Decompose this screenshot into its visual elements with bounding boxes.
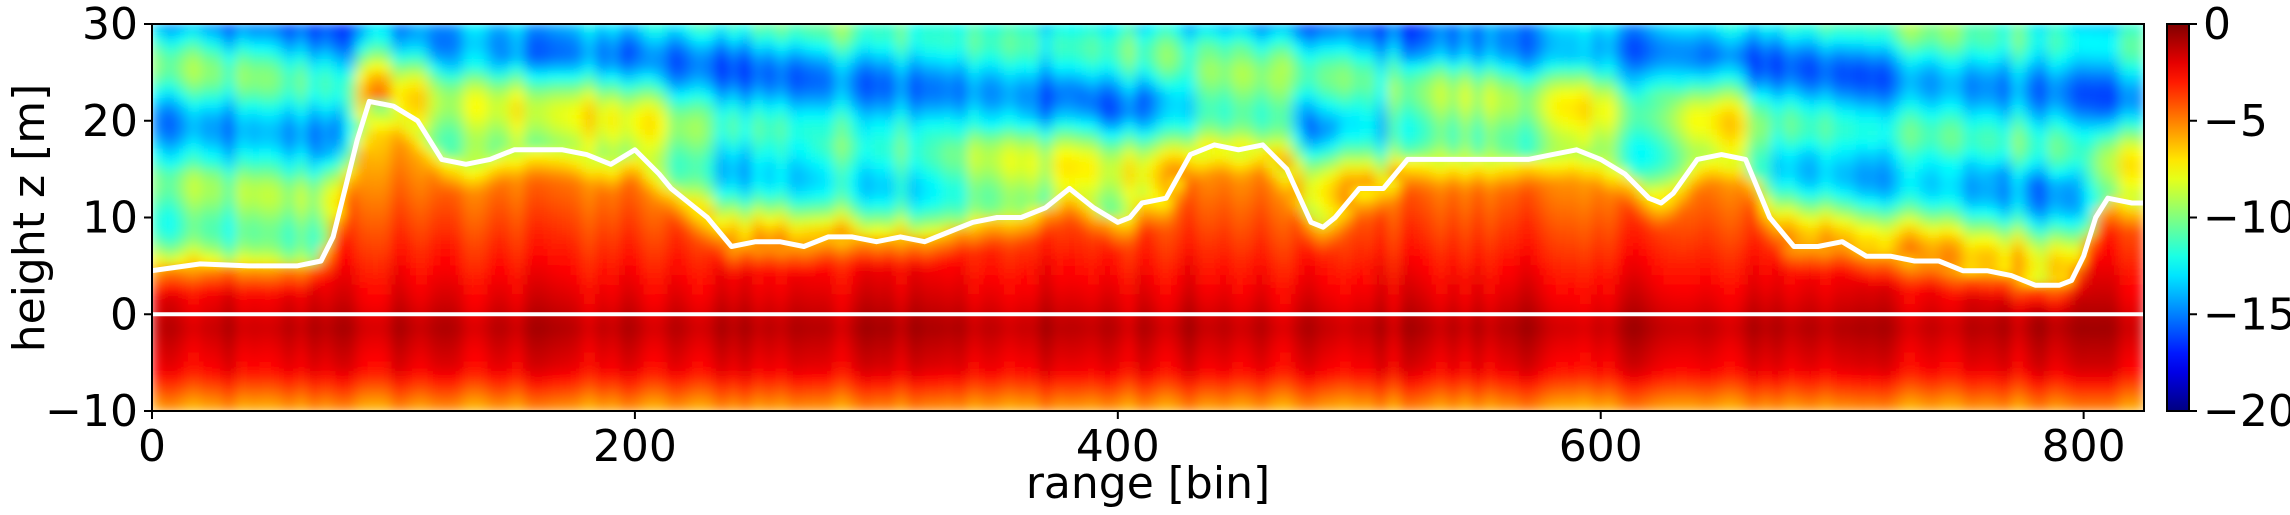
colorbar-tick-label: −20 <box>2203 386 2290 437</box>
y-axis: −10 0 10 20 30 <box>45 0 152 437</box>
colorbar-tick-label: 0 <box>2203 0 2231 50</box>
colorbar: 0 −5 −10 −15 −20 <box>2166 0 2290 437</box>
y-tick-label: 0 <box>110 289 138 340</box>
y-tick-label: 30 <box>82 0 138 50</box>
x-tick-label: 0 <box>138 421 166 472</box>
x-tick-label: 400 <box>1076 421 1160 472</box>
y-tick-label: −10 <box>45 386 138 437</box>
x-tick-label: 800 <box>2042 421 2126 472</box>
heatmap-field <box>152 24 2144 411</box>
colorbar-tick-label: −10 <box>2203 193 2290 244</box>
surface-height-line <box>152 98 2144 288</box>
x-tick-label: 600 <box>1559 421 1643 472</box>
colorbar-ticks: 0 −5 −10 −15 −20 <box>2189 0 2290 437</box>
y-tick-label: 10 <box>82 193 138 244</box>
x-tick-label: 200 <box>593 421 677 472</box>
colorbar-tick-label: −5 <box>2203 96 2268 147</box>
colorbar-tick-label: −15 <box>2203 289 2290 340</box>
y-tick-label: 20 <box>82 96 138 147</box>
x-axis: 0 200 400 600 800 <box>138 411 2126 472</box>
y-axis-label: height z [m] <box>4 84 55 353</box>
colorbar-gradient <box>2166 23 2190 412</box>
x-axis-label: range [bin] <box>1026 458 1270 509</box>
